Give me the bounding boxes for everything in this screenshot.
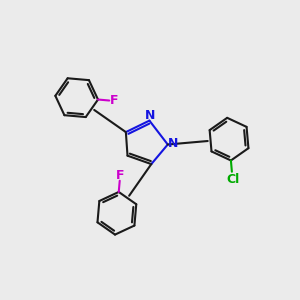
- Text: N: N: [145, 110, 155, 122]
- Text: Cl: Cl: [226, 172, 239, 186]
- Text: F: F: [116, 169, 124, 182]
- Text: N: N: [168, 136, 178, 149]
- Text: F: F: [110, 94, 119, 107]
